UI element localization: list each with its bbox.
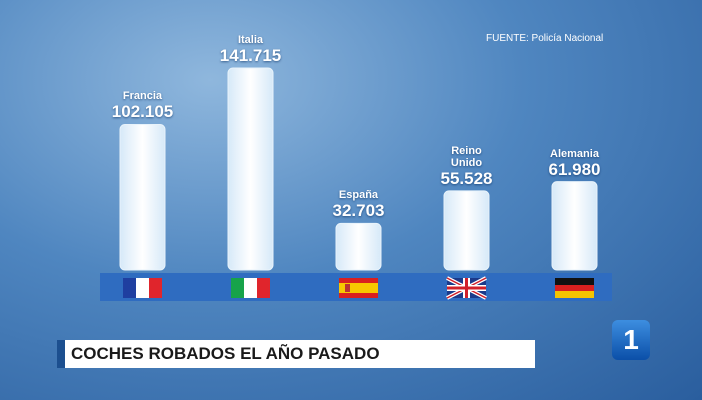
bar bbox=[443, 190, 490, 271]
bar-label: Italia 141.715 bbox=[219, 34, 282, 65]
value-label: 102.105 bbox=[111, 102, 174, 122]
bar bbox=[119, 123, 166, 271]
value-label: 61.980 bbox=[548, 159, 601, 179]
category-label: España bbox=[338, 189, 379, 202]
chart-title: COCHES ROBADOS EL AÑO PASADO bbox=[57, 340, 535, 368]
flag-uk bbox=[446, 276, 487, 300]
bar bbox=[551, 181, 598, 271]
category-label: Alemania bbox=[550, 147, 599, 160]
bar bbox=[335, 222, 382, 271]
channel-logo: 1 bbox=[612, 320, 650, 360]
flag-france bbox=[123, 278, 162, 298]
flag-germany bbox=[555, 278, 594, 298]
source: FUENTE: Policía Nacional bbox=[486, 33, 604, 44]
category-label: Francia bbox=[122, 90, 163, 103]
bar-label: Alemania 61.980 bbox=[545, 148, 605, 179]
category-label: Reino Unido bbox=[450, 144, 483, 169]
bar-label: Francia 102.105 bbox=[111, 90, 174, 122]
category-label: Italia bbox=[237, 34, 264, 46]
value-label: 32.703 bbox=[332, 201, 385, 221]
value-label: 55.528 bbox=[440, 168, 493, 188]
flag-italy bbox=[231, 278, 270, 298]
value-label: 141.715 bbox=[219, 46, 282, 65]
bar bbox=[227, 67, 274, 271]
flag-spain bbox=[339, 278, 378, 298]
bar-label: España 32.703 bbox=[329, 189, 389, 220]
bar-label: Reino Unido 55.528 bbox=[437, 145, 497, 188]
